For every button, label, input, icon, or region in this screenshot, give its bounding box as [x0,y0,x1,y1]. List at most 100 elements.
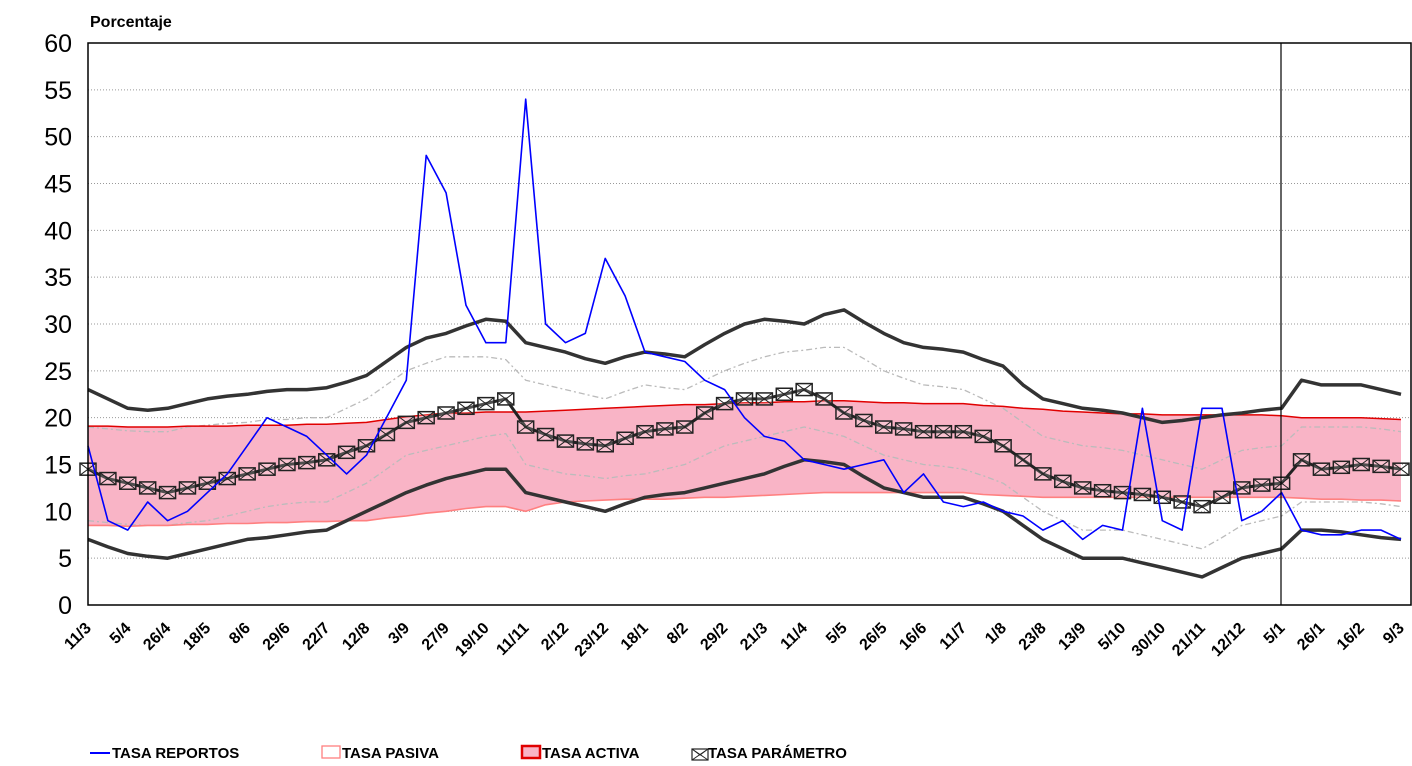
marker-cross [835,406,853,420]
x-tick-label: 1/8 [982,620,1010,648]
marker [735,392,754,406]
series-line [88,491,1402,528]
x-tick-label: 23/12 [572,620,612,660]
marker-cross [1253,478,1271,492]
marker-cross [417,411,435,425]
y-tick-label: 40 [44,217,72,245]
marker-cross [437,406,455,420]
marker-cross [974,430,992,443]
marker-cross [696,406,714,420]
x-tick-label: 5/10 [1095,620,1129,654]
marker-cross [159,486,176,499]
marker-cross [1213,490,1231,504]
y-tick-label: 15 [44,452,72,480]
marker [437,406,455,420]
marker-cross [99,472,117,485]
marker [1034,467,1052,481]
marker [596,439,614,453]
x-tick-label: 26/4 [140,620,174,654]
y-tick-label: 50 [44,124,72,152]
x-tick-label: 8/2 [664,620,692,648]
marker [298,455,316,470]
marker-cross [577,437,594,451]
band-line [87,458,1402,579]
legend-label: TASA PARÁMETRO [708,745,847,762]
marker [576,437,595,451]
marker [1252,478,1271,492]
marker-cross [517,420,534,434]
marker [158,485,177,500]
marker-cross [756,392,773,406]
x-tick-label: 18/1 [618,620,652,654]
marker-cross [398,415,415,429]
x-tick-label: 9/3 [1380,620,1408,648]
marker-cross [656,422,674,436]
marker [1113,485,1132,500]
x-tick-label: 18/5 [180,620,214,654]
marker [536,427,555,442]
marker-cross [119,476,137,490]
x-tick-label: 11/11 [493,620,532,659]
band-fill [88,400,1401,527]
marker [1233,481,1251,495]
marker-cross [795,383,813,396]
marker [855,413,873,428]
marker-cross [298,456,316,470]
marker [1014,453,1032,467]
marker-cross [1034,467,1052,481]
marker-cross [1352,458,1370,471]
x-tick-label: 8/6 [226,620,254,648]
marker [397,415,416,430]
y-tick-label: 25 [44,358,72,386]
marker-cross [855,414,873,427]
plot-area [79,98,1410,579]
x-tick-label: 19/10 [452,620,492,660]
marker-cross [1273,476,1290,490]
marker [715,396,734,411]
x-tick-label: 23/8 [1016,620,1050,654]
marker-cross [1054,474,1072,488]
marker-cross [557,434,574,448]
x-tick-label: 16/2 [1334,620,1368,654]
x-tick-label: 12/12 [1208,620,1248,660]
x-tick-label: 3/9 [385,620,413,648]
marker [676,420,694,434]
marker-cross [238,467,256,481]
marker [497,392,515,406]
marker-cross [457,401,475,415]
marker-cross [358,439,375,453]
legend-item: TASA ACTIVA [520,744,640,762]
marker-cross [994,439,1012,453]
marker [1292,453,1311,467]
marker [278,457,296,472]
marker-cross [676,420,694,434]
x-tick-label: 11/3 [61,620,94,653]
plot-border [87,42,1412,606]
marker [914,424,933,439]
marker [1272,476,1291,490]
marker [99,471,117,486]
marker-cross [736,392,753,406]
marker [317,453,336,467]
marker [218,471,237,486]
marker [138,481,157,495]
marker [616,431,634,446]
legend-item: TASA REPORTOS [90,745,239,762]
marker [1213,490,1231,505]
x-tick-label: 29/6 [260,620,294,654]
marker-cross [1193,500,1211,514]
x-tick-label: 27/9 [419,620,453,654]
marker [119,476,137,490]
y-tick-label: 35 [44,264,72,292]
marker-cross [1333,460,1350,474]
marker-cross [218,472,236,485]
x-tick-label: 2/12 [538,620,572,654]
marker-cross [318,453,336,467]
x-tick-label: 11/4 [778,620,811,653]
marker-cross [477,397,495,411]
x-tick-label: 21/3 [737,620,771,654]
marker [377,427,396,442]
marker-cross [895,422,912,436]
legend-swatch [691,748,709,761]
x-tick-label: 22/7 [300,620,334,654]
